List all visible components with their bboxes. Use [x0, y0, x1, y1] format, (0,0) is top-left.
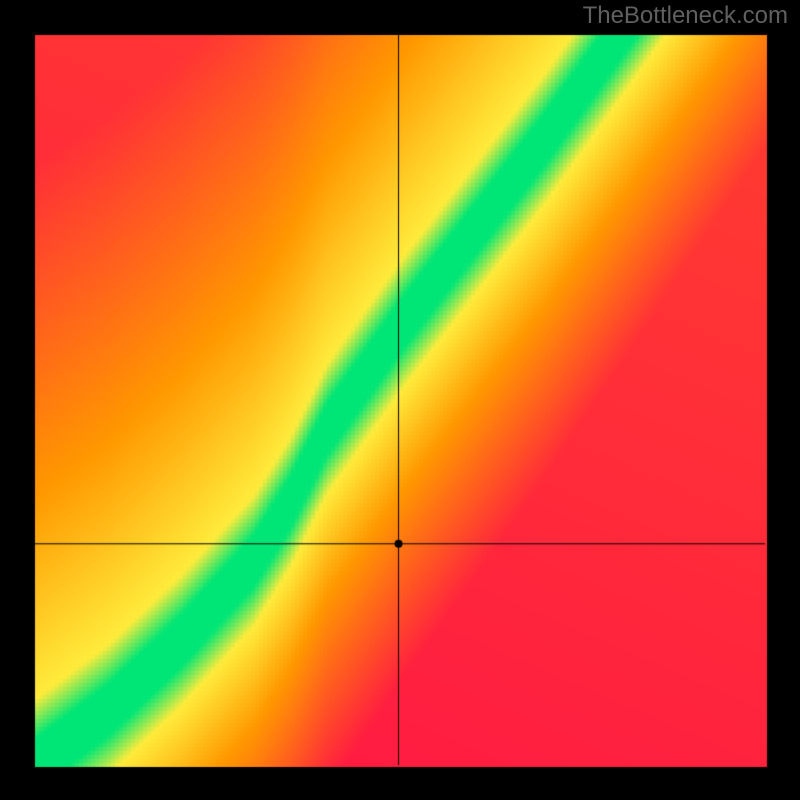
watermark-text: TheBottleneck.com — [583, 2, 788, 30]
chart-container: TheBottleneck.com — [0, 0, 800, 800]
heatmap-canvas — [0, 0, 800, 800]
